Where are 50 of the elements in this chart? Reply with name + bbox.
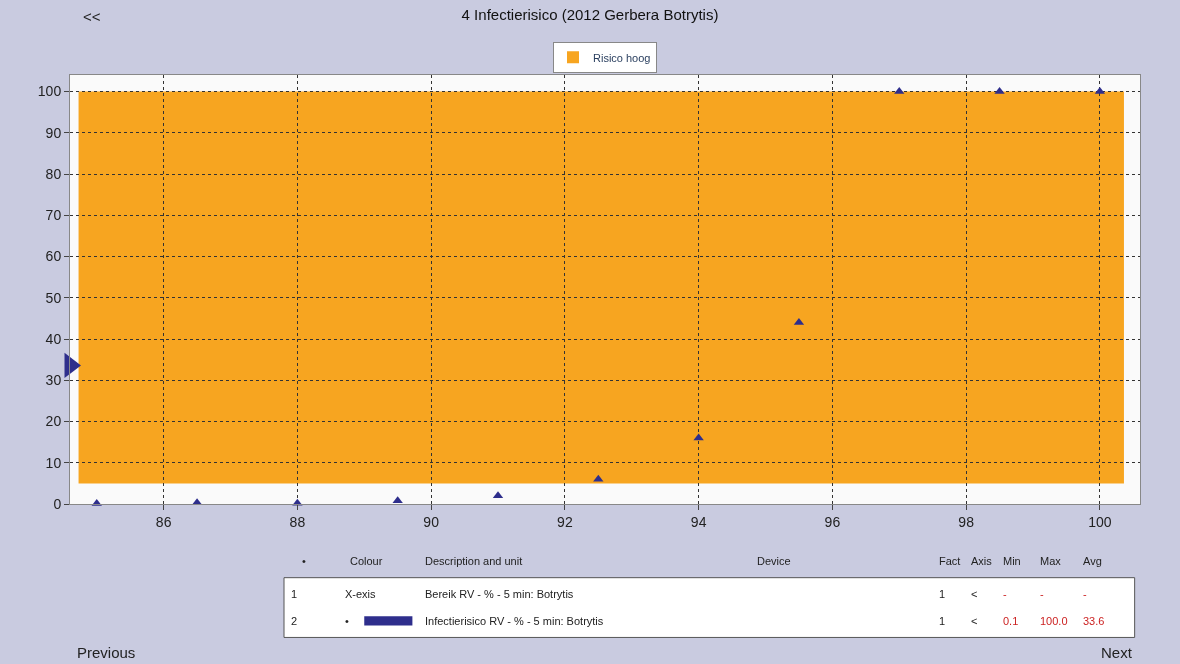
x-tick-label: 98 — [958, 513, 975, 530]
legend-label: Risico hoog — [593, 51, 651, 64]
x-tick-label: 88 — [289, 513, 306, 530]
text: 2 — [291, 615, 298, 627]
text: Fact — [939, 555, 961, 567]
y-tick-label: 70 — [45, 207, 62, 224]
y-tick-label: 10 — [45, 454, 62, 471]
y-tick-label: 0 — [53, 495, 62, 512]
x-tick-label: 100 — [1088, 513, 1112, 530]
y-tick-label: 80 — [45, 165, 62, 182]
text: < — [971, 615, 978, 627]
x-tick-label: 94 — [690, 513, 707, 530]
y-tick-label: 50 — [45, 289, 62, 306]
text: Description and unit — [425, 555, 523, 567]
text: Device — [757, 555, 791, 567]
text: << — [83, 8, 101, 25]
text: Previous — [77, 644, 136, 661]
chart-title: 4 Infectierisico (2012 Gerbera Botrytis) — [461, 6, 719, 24]
text: 0.1 — [1003, 615, 1019, 627]
text: Next — [1101, 644, 1133, 661]
text: - — [1083, 588, 1087, 600]
y-tick-label: 100 — [37, 83, 62, 100]
x-tick-label: 86 — [155, 513, 172, 530]
y-tick-label: 20 — [45, 413, 62, 430]
text: 1 — [291, 588, 298, 600]
text: 1 — [939, 615, 946, 627]
x-tick-label: 96 — [824, 513, 841, 530]
y-tick-label: 60 — [45, 248, 62, 265]
text: Colour — [350, 555, 383, 567]
text: 1 — [939, 588, 946, 600]
text: X-exis — [345, 588, 377, 600]
text: • — [345, 615, 349, 627]
y-tick-label: 30 — [45, 372, 62, 389]
text: Max — [1040, 555, 1062, 567]
y-tick-label: 40 — [45, 330, 62, 347]
y-tick-label: 90 — [45, 124, 62, 141]
point — [593, 474, 604, 482]
text: Infectierisico RV - % - 5 min: Botrytis — [425, 615, 604, 627]
text: < — [971, 588, 978, 600]
text: 100.0 — [1040, 615, 1068, 627]
text: • — [302, 555, 306, 567]
x-tick-label: 92 — [557, 513, 573, 530]
text: Min — [1003, 555, 1021, 567]
x-tick-label: 90 — [423, 513, 440, 530]
text: Avg — [1083, 555, 1102, 567]
text: 33.6 — [1083, 615, 1105, 627]
text: Bereik RV - % - 5 min: Botrytis — [425, 588, 574, 600]
text: - — [1040, 588, 1044, 600]
text: Axis — [971, 555, 993, 567]
text: - — [1003, 588, 1007, 600]
